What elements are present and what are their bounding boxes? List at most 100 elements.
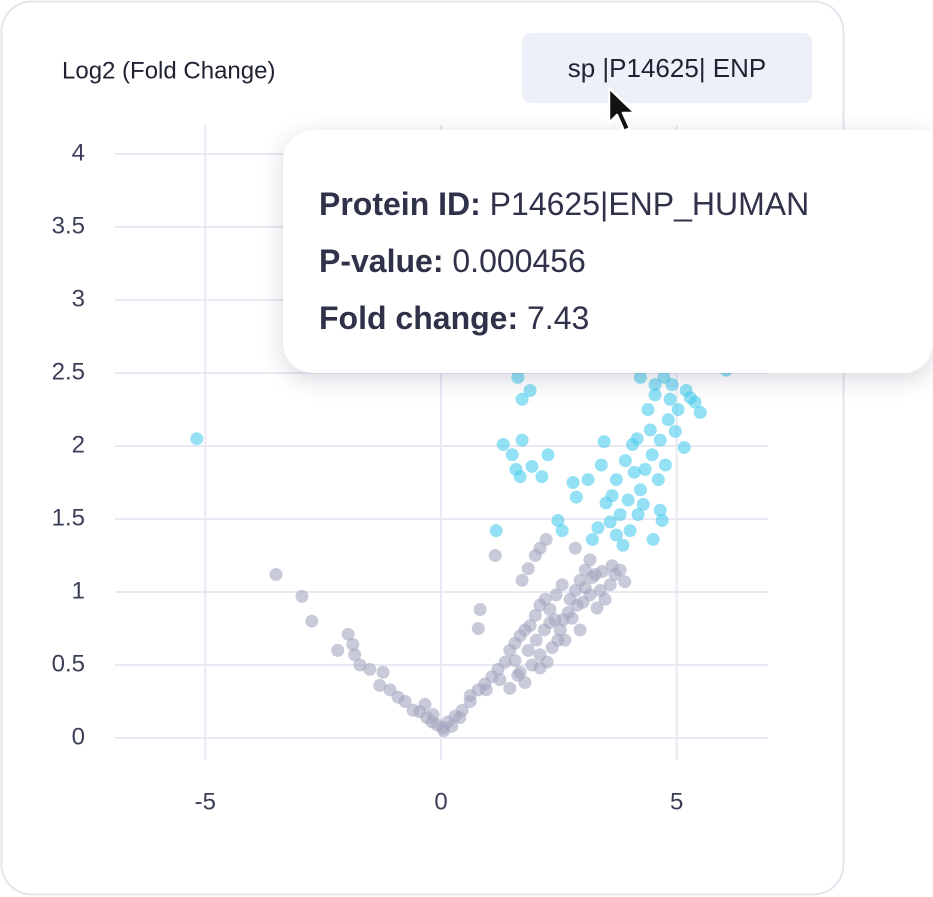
selected-badge[interactable]: sp |P14625| ENP	[522, 33, 812, 103]
x-tick-label: 0	[434, 788, 447, 815]
point	[190, 432, 204, 446]
point	[453, 711, 467, 725]
point	[641, 403, 655, 416]
tooltip-row: P-value: 0.000456	[319, 233, 933, 290]
point	[555, 578, 569, 592]
point	[535, 470, 549, 484]
point	[668, 424, 682, 438]
point	[658, 458, 672, 472]
point	[585, 570, 599, 584]
tooltip-value: P14625|ENP_HUMAN	[489, 186, 810, 222]
point	[471, 622, 485, 635]
point	[627, 465, 641, 479]
point	[633, 483, 647, 497]
y-tick-label: 2.5	[52, 358, 85, 385]
point	[551, 633, 565, 647]
point	[623, 524, 637, 538]
point	[513, 470, 527, 484]
point	[688, 395, 702, 409]
point	[653, 433, 667, 447]
y-tick-label: 1.5	[52, 504, 85, 531]
point	[508, 654, 522, 668]
point	[523, 384, 537, 398]
point	[621, 493, 635, 507]
point	[539, 532, 553, 546]
point	[661, 413, 675, 427]
point	[341, 627, 355, 641]
y-tick-label: 2	[72, 431, 85, 458]
point	[618, 575, 632, 589]
point	[638, 462, 652, 476]
point	[479, 683, 493, 697]
point	[605, 559, 619, 573]
point	[498, 655, 512, 669]
point	[398, 695, 412, 708]
point	[437, 724, 451, 738]
point	[657, 370, 671, 384]
point	[515, 433, 529, 447]
point	[363, 662, 377, 676]
point	[496, 438, 510, 452]
point	[523, 619, 537, 633]
point	[633, 370, 647, 384]
tooltip-row: Protein ID: P14625|ENP_HUMAN	[319, 176, 933, 233]
point	[565, 611, 579, 625]
point	[346, 638, 360, 652]
point	[511, 370, 525, 384]
point	[489, 524, 503, 538]
point	[515, 573, 529, 587]
point	[568, 584, 582, 598]
point	[595, 565, 609, 579]
y-tick-label: 3.5	[52, 212, 85, 239]
point	[295, 589, 309, 603]
point	[543, 603, 557, 617]
point	[613, 508, 627, 522]
point	[609, 528, 623, 542]
point	[418, 697, 432, 711]
tooltip-value: 7.43	[527, 300, 590, 336]
y-tick-label: 0.5	[52, 650, 85, 677]
point	[648, 388, 662, 402]
cursor-arrow	[607, 86, 637, 133]
point	[646, 532, 660, 546]
y-axis-title: Log2 (Fold Change)	[62, 57, 275, 84]
point	[503, 681, 517, 695]
point	[609, 473, 623, 487]
cursor	[607, 86, 637, 133]
point	[663, 392, 677, 406]
point	[511, 668, 525, 682]
tooltip-label: P-value:	[319, 243, 444, 279]
point	[373, 678, 387, 692]
point	[603, 578, 617, 592]
point	[693, 405, 707, 419]
point	[353, 658, 367, 672]
point	[488, 549, 502, 562]
y-tick-label: 3	[72, 285, 85, 312]
tooltip: Protein ID: P14625|ENP_HUMAN P-value: 0.…	[283, 130, 933, 373]
point	[505, 448, 519, 462]
y-tick-label: 0	[72, 723, 85, 750]
point	[473, 603, 487, 617]
point	[463, 689, 477, 703]
point	[677, 440, 691, 454]
point	[648, 378, 662, 392]
point	[525, 459, 539, 473]
point	[590, 601, 604, 615]
point	[618, 454, 632, 468]
point	[305, 614, 319, 628]
point	[671, 403, 685, 416]
point	[493, 673, 507, 687]
tooltip-label: Fold change:	[319, 300, 519, 336]
tooltip-row: Fold change: 7.43	[319, 290, 933, 347]
point	[583, 553, 597, 567]
point	[348, 648, 362, 662]
point	[597, 435, 611, 449]
point	[533, 661, 547, 675]
point	[630, 432, 644, 446]
point	[578, 581, 592, 595]
point	[515, 392, 529, 406]
point	[643, 423, 657, 437]
points	[190, 363, 733, 738]
point	[541, 448, 555, 462]
